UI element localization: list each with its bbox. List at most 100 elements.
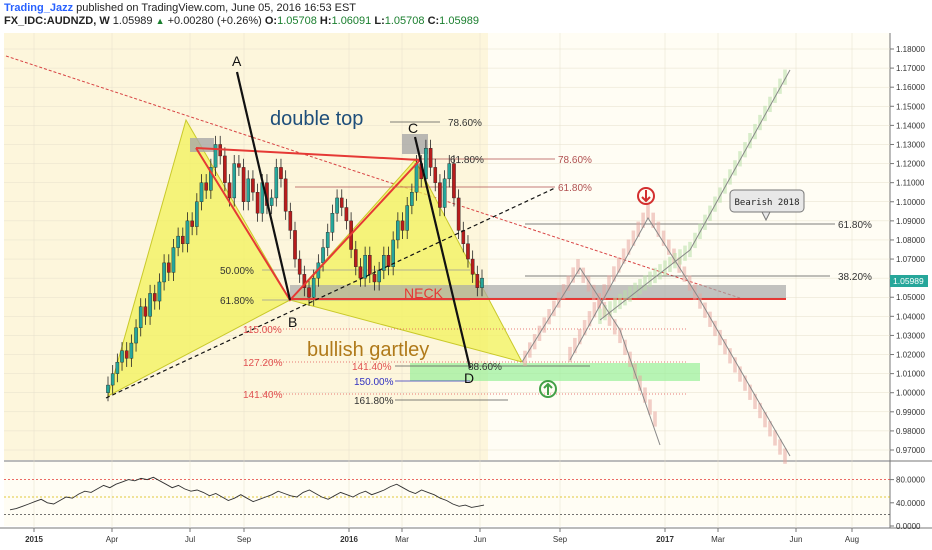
y-tick-label: 1.08000 — [896, 236, 925, 245]
candle — [372, 265, 377, 291]
bullish-gartley-label: bullish gartley — [307, 339, 429, 361]
publish-line: Trading_Jazz published on TradingView.co… — [4, 2, 924, 15]
projection-bar — [648, 399, 652, 415]
last-price-marker: 1.05989 — [890, 275, 928, 287]
candle — [199, 174, 204, 211]
y-tick-label: 0.98000 — [896, 427, 925, 436]
candle — [166, 254, 171, 282]
projection-bar — [653, 411, 657, 427]
candle — [110, 365, 115, 394]
projection-bar — [523, 350, 527, 366]
projection-bar — [638, 375, 642, 391]
y-tick-label: 1.18000 — [896, 45, 925, 54]
candle — [438, 174, 442, 217]
x-tick-label: Sep — [237, 535, 252, 544]
projection-bar — [683, 245, 687, 261]
projection-bar — [698, 293, 702, 309]
projection-bar — [636, 221, 641, 237]
bearish-2018-path — [569, 217, 791, 457]
projection-bar — [758, 402, 762, 419]
projection-bar — [733, 160, 737, 176]
projection-bar — [667, 239, 671, 255]
candle — [251, 170, 255, 201]
projection-bar — [628, 286, 632, 302]
y-tick-label: 0.99000 — [896, 408, 925, 417]
up-arrow-icon — [539, 380, 557, 398]
projection-bar — [571, 267, 575, 283]
oscillator-pane — [4, 476, 890, 515]
fib-c-7860-label: 78.60% — [448, 118, 482, 129]
candle — [237, 154, 241, 176]
projection-bar — [773, 87, 777, 103]
projection-bar — [677, 257, 681, 273]
candle — [353, 240, 358, 276]
projection-bar — [663, 260, 667, 276]
fib-d-8860-label: 88.60% — [468, 362, 502, 373]
projection-bar — [733, 357, 737, 373]
x-tick-label: 2015 — [25, 535, 43, 544]
candle — [368, 246, 372, 283]
x-tick-label: Mar — [395, 535, 409, 544]
candle — [382, 246, 386, 280]
y-tick-label: 1.12000 — [896, 160, 925, 169]
fib-ab-618-label: 61.80% — [220, 296, 254, 307]
fib-ext-1414-label: 141.40% — [243, 390, 283, 401]
fib-d-150-label: 150.00% — [354, 377, 394, 388]
candle — [157, 273, 162, 310]
y-tick-label: 1.15000 — [896, 102, 925, 111]
candle — [209, 158, 213, 199]
y-tick-label: 1.17000 — [896, 64, 925, 73]
fib-d-1618-label: 161.80% — [354, 396, 394, 407]
y-tick-label: 1.02000 — [896, 351, 925, 360]
fib-bc-618-label: 61.80% — [558, 183, 592, 194]
candle — [410, 183, 414, 215]
candle — [428, 139, 433, 176]
osc-tick-label: 80.0000 — [896, 476, 925, 485]
candle — [307, 279, 311, 306]
double-top-label: double top — [270, 108, 363, 130]
cd-leg — [413, 136, 472, 369]
projection-bar — [613, 297, 617, 313]
projection-bar — [587, 311, 592, 327]
author-link[interactable]: Trading_Jazz — [4, 2, 74, 14]
projection-bar — [623, 339, 627, 356]
x-tick-label: Apr — [106, 535, 119, 544]
bearish-projection-line — [521, 267, 661, 446]
projection-bar — [576, 259, 580, 275]
neck-zone — [290, 285, 786, 299]
rising-support-line — [105, 187, 556, 399]
fib-ext-115-label: 115.00% — [243, 325, 282, 336]
y-tick-label: 1.10000 — [896, 198, 925, 207]
projection-bar — [633, 363, 637, 379]
projection-bar — [783, 69, 787, 85]
x-tick-label: Jun — [790, 535, 803, 544]
y-tick-label: 1.07000 — [896, 255, 925, 264]
candle — [456, 189, 461, 239]
candle — [283, 170, 288, 220]
candle — [190, 212, 194, 236]
candle — [213, 135, 218, 176]
projection-bar — [748, 133, 752, 149]
projection-bar — [763, 412, 767, 428]
long-trendline — [5, 55, 741, 299]
quote-line: FX_IDC:AUDNZD, W 1.05989 ▲ +0.00280 (+0.… — [4, 15, 924, 28]
candle — [363, 246, 367, 287]
projection-bar — [612, 319, 617, 335]
candle — [321, 238, 325, 272]
projection-bar — [753, 123, 757, 140]
candle — [400, 212, 405, 239]
projection-bar — [631, 230, 636, 246]
candle — [279, 158, 283, 188]
up-triangle-icon: ▲ — [155, 16, 165, 26]
projection-bar — [783, 448, 787, 464]
candle — [447, 154, 452, 188]
projection-bar — [718, 329, 722, 346]
projection-bar — [738, 366, 742, 382]
projection-bar — [566, 275, 571, 291]
fib-right-618-label: 61.80% — [838, 220, 872, 231]
candles-group — [106, 135, 484, 402]
bearish-2018-callout[interactable]: Bearish 2018 — [729, 189, 805, 222]
fib-bc-7860-label: 78.60% — [558, 155, 592, 166]
symbol-label[interactable]: FX_IDC:AUDNZD, W — [4, 15, 110, 27]
